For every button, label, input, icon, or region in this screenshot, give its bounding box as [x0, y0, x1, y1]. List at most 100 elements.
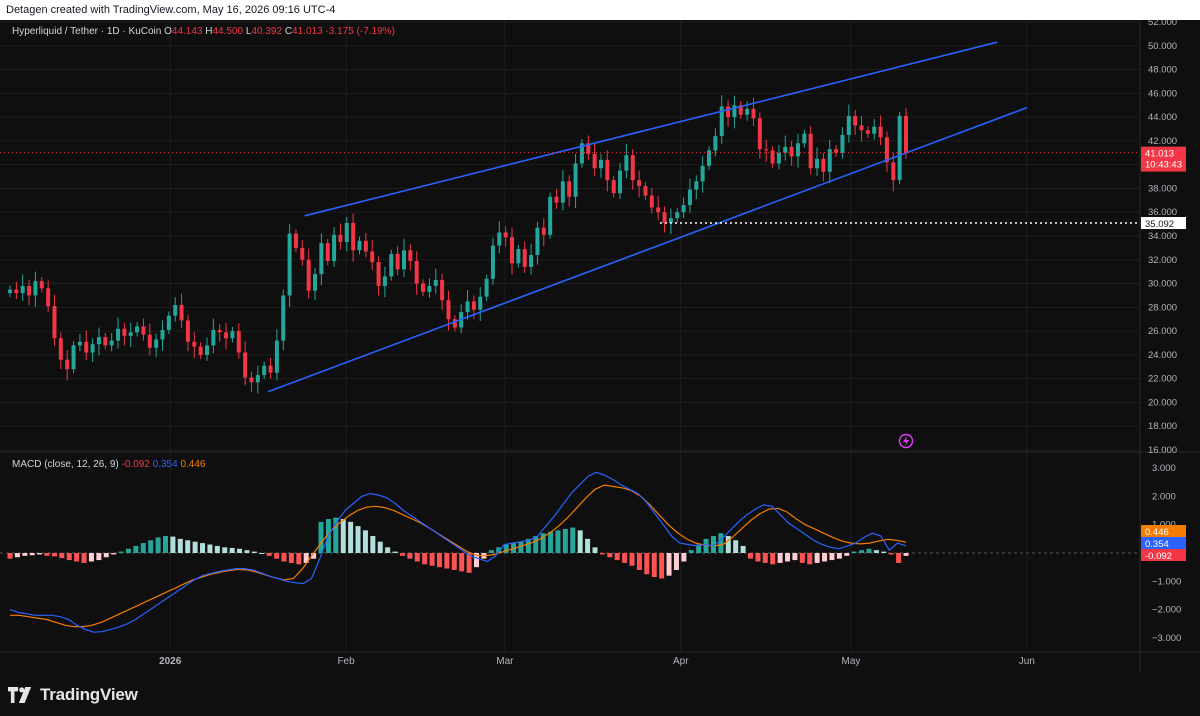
candle-body — [834, 149, 839, 153]
candle-body — [344, 222, 349, 242]
candle-body — [821, 158, 826, 172]
symbol-legend[interactable]: Hyperliquid / Tether · 1D · KuCoin O44.1… — [12, 26, 395, 37]
macd-histogram-bar — [7, 553, 13, 559]
candle-body — [446, 300, 451, 320]
macd-histogram-bar — [792, 553, 798, 561]
candle-body — [694, 181, 699, 190]
macd-histogram-bar — [288, 553, 294, 563]
macd-histogram-bar — [37, 553, 43, 555]
candle-body — [154, 339, 159, 348]
candle-body — [649, 195, 654, 208]
candle-body — [815, 158, 820, 169]
macd-histogram-bar — [822, 553, 828, 562]
price-tick-label: 24.000 — [1148, 350, 1177, 361]
macd-histogram-bar — [200, 543, 206, 553]
macd-histogram-bar — [44, 553, 50, 556]
macd-legend[interactable]: MACD (close, 12, 26, 9) -0.092 0.354 0.4… — [12, 459, 205, 470]
macd-histogram-bar — [896, 553, 902, 563]
channel-upper-line[interactable] — [304, 41, 998, 217]
macd-histogram-bar — [281, 553, 287, 562]
price-tick-label: 26.000 — [1148, 326, 1177, 337]
lightning-alert-icon[interactable] — [898, 433, 914, 449]
candle-body — [313, 274, 318, 291]
macd-histogram-bar — [733, 540, 739, 553]
candle-body — [338, 234, 343, 242]
symbol-name[interactable]: Hyperliquid / Tether · 1D · KuCoin — [12, 26, 162, 37]
macd-histogram-badge: 0.446 — [1141, 525, 1186, 538]
macd-histogram-bar — [577, 530, 583, 553]
macd-histogram-bar — [777, 553, 783, 563]
macd-histogram-bar — [459, 553, 465, 572]
candle-body — [370, 251, 375, 263]
candle-body — [548, 196, 553, 235]
candle-body — [58, 338, 63, 360]
macd-histogram-bar — [29, 553, 35, 556]
candle-body — [389, 253, 394, 277]
trend-channel[interactable] — [0, 41, 1140, 449]
candle-body — [395, 253, 400, 270]
candle-body — [77, 341, 82, 346]
candle-body — [904, 115, 908, 153]
candle-body — [808, 133, 813, 169]
price-tick-label: 20.000 — [1148, 397, 1177, 408]
channel-lower-line[interactable] — [267, 106, 1028, 393]
candle-body — [217, 329, 222, 333]
candle-body — [675, 212, 680, 219]
macd-histogram-bar — [785, 553, 791, 562]
change-value: -3.175 (-7.19%) — [325, 26, 395, 37]
candle-body — [65, 359, 70, 370]
candle-body — [103, 337, 108, 346]
candle-body — [643, 186, 648, 196]
macd-histogram-bar — [755, 553, 761, 562]
macd-histogram-bar — [422, 553, 428, 565]
macd-histogram-bar — [814, 553, 820, 563]
candle-body — [90, 344, 95, 353]
price-tick-label: 50.000 — [1148, 41, 1177, 52]
macd-histogram-bar — [385, 547, 391, 553]
macd-histogram-bar — [59, 553, 65, 559]
candle-body — [465, 301, 470, 313]
macd-histogram-bar — [807, 553, 813, 565]
macd-title[interactable]: MACD (close, 12, 26, 9) — [12, 459, 119, 470]
candle-body — [598, 159, 603, 169]
macd-histogram-bar — [718, 533, 724, 553]
candle-body — [510, 237, 515, 264]
macd-tick-label: 3.000 — [1152, 463, 1176, 474]
candle-body — [141, 326, 146, 335]
macd-histogram-bar — [540, 533, 546, 553]
macd-histogram-bar — [399, 553, 405, 556]
candle-body — [116, 328, 121, 341]
candle-body — [27, 285, 32, 296]
macd-tick-label: 2.000 — [1152, 491, 1176, 502]
macd-histogram-bar — [740, 545, 746, 553]
close-label: C — [284, 26, 293, 37]
price-axis[interactable]: 52.00050.00048.00046.00044.00042.00040.0… — [1148, 17, 1181, 644]
signal-value: 0.354 — [152, 459, 178, 470]
macd-histogram-bar — [614, 553, 620, 561]
candle-body — [611, 180, 616, 194]
candle-body — [567, 181, 572, 197]
candle-body — [872, 126, 877, 134]
candle-body — [687, 189, 692, 206]
tradingview-logo[interactable]: TradingView — [8, 684, 138, 706]
macd-histogram-bar — [651, 553, 657, 578]
macd-histogram-bar — [429, 553, 435, 566]
candle-body — [713, 136, 718, 151]
candle-body — [802, 133, 807, 144]
price-tick-label: 16.000 — [1148, 445, 1177, 456]
macd-histogram-bar — [673, 553, 679, 570]
candle-body — [401, 250, 406, 270]
time-axis[interactable]: 2026 Feb Mar Apr May Jun — [159, 656, 1035, 667]
svg-text:35.092: 35.092 — [1145, 219, 1174, 230]
candle-body — [440, 279, 445, 301]
macd-histogram-bar — [533, 536, 539, 553]
candle-body — [268, 365, 273, 373]
candle-body — [224, 332, 229, 339]
candle-body — [135, 326, 140, 333]
candle-body — [560, 181, 565, 203]
tradingview-logo-icon — [8, 687, 32, 703]
macd-histogram-bar — [444, 553, 450, 569]
candle-body — [668, 218, 673, 223]
close-value: 41.013 — [292, 26, 323, 37]
